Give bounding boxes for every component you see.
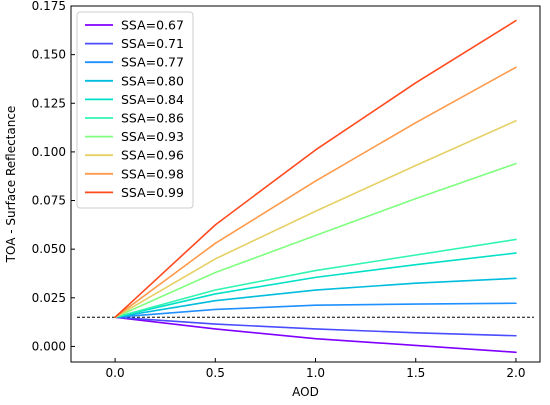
series-line-10 [114,19,517,319]
plot-frame [70,5,541,363]
series-line-1 [114,316,517,354]
y-tick-label: 0.100 [32,145,66,159]
y-tick-label: 0.150 [32,48,66,62]
legend-box [76,11,194,209]
y-tick-label: 0.175 [32,0,66,13]
legend-label: SSA=0.86 [121,111,184,126]
y-tick-label: 0.050 [32,242,66,256]
legend-label: SSA=0.84 [121,92,184,107]
x-tick-label: 1.0 [306,366,325,380]
x-axis: 0.0 0.5 1.0 1.5 2.0 [106,358,525,380]
y-tick-label: 0.025 [32,291,66,305]
x-tick-label: 0.0 [106,366,125,380]
series-lines [114,19,517,354]
legend-label: SSA=0.77 [121,55,184,70]
x-tick-label: 1.5 [406,366,425,380]
legend-label: SSA=0.96 [121,148,184,163]
y-tick-label: 0.075 [32,194,66,208]
series-line-5 [114,252,517,319]
series-line-3 [114,302,517,319]
series-line-2 [114,316,517,337]
series-line-6 [114,238,517,319]
series-line-7 [114,162,517,319]
series-line-8 [114,119,517,319]
y-axis: 0.000 0.025 0.050 0.075 0.100 0.125 0.150 0.175 [32,0,75,353]
legend-label: SSA=0.93 [121,129,184,144]
y-tick-label: 0.125 [32,96,66,110]
y-axis-label: TOA - Surface Reflectance [4,106,18,264]
series-line-4 [114,277,517,319]
legend-label: SSA=0.80 [121,73,184,88]
legend-label: SSA=0.71 [121,36,184,51]
x-tick-label: 0.5 [206,366,225,380]
legend-label: SSA=0.99 [121,185,184,200]
x-tick-label: 2.0 [506,366,525,380]
x-axis-label: AOD [292,385,319,399]
series-line-9 [114,66,517,319]
legend-label: SSA=0.67 [121,18,184,33]
y-tick-label: 0.000 [32,339,66,353]
legend-label: SSA=0.98 [121,166,184,181]
plot-area [70,5,541,363]
legend: SSA=0.67 SSA=0.71 SSA=0.77 SSA=0.80 SSA=0.84… [76,11,194,209]
